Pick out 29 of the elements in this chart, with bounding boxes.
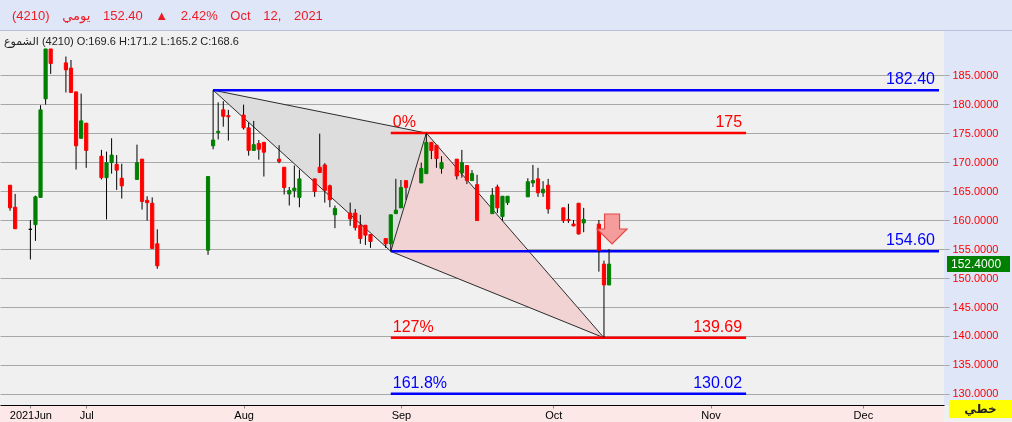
x-tick-label: Aug [234,408,254,421]
text: 152.4000 [951,257,1002,272]
y-tick-label: 160.0000 [952,213,999,226]
x-tick-label: Jul [79,408,94,421]
x-tick-label: Nov [701,408,722,421]
x-tick-label: Dec [853,408,874,421]
y-tick-label: 180.0000 [952,97,999,110]
text: خطي [964,402,997,416]
y-tick-label: 175.0000 [952,126,999,139]
data-label: 154.60 [886,231,936,249]
x-tick-label: Sep [391,408,412,421]
x-tick-label: Oct [545,408,563,421]
data-label: 182.40 [886,70,936,88]
x-tick-label: 2021Jun [9,408,52,421]
y-tick-label: 170.0000 [952,155,999,168]
annotation: 127% [392,317,434,335]
data-label: 175 [715,113,743,131]
data-label: 130.02 [693,373,743,391]
y-tick-label: 140.0000 [952,329,999,342]
y-tick-label: 165.0000 [952,184,999,197]
y-tick-label: 185.0000 [952,68,999,81]
y-tick-label: 150.0000 [952,271,999,284]
y-tick-label: 135.0000 [952,358,999,371]
annotation: 161.8% [392,373,448,391]
annotation: 0% [392,113,416,131]
y-tick-label: 145.0000 [952,300,999,313]
y-tick-label: 155.0000 [952,242,999,255]
data-label: 139.69 [693,317,743,335]
y-tick-label: 130.0000 [952,387,999,400]
